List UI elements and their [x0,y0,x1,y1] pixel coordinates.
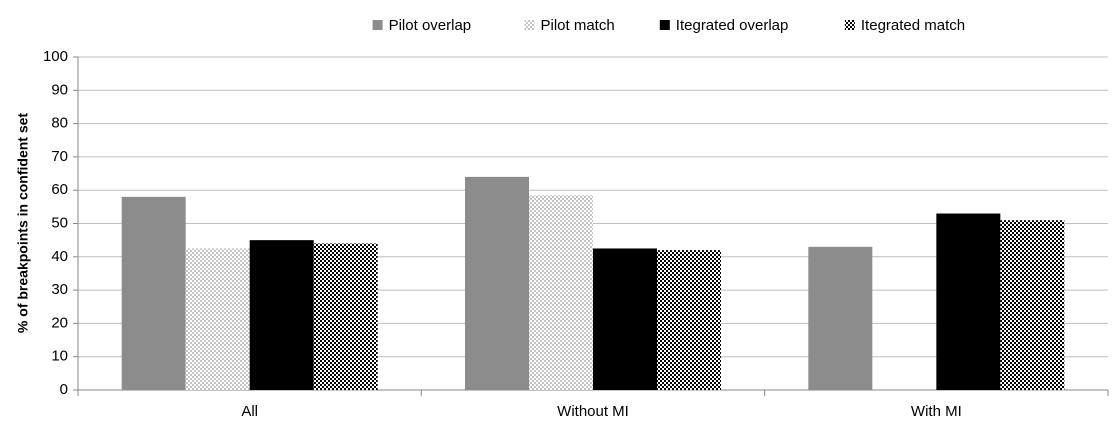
legend-swatch [844,20,855,30]
legend-swatch [372,20,383,30]
bar [465,176,529,390]
y-tick-label: 40 [51,248,68,265]
y-tick-label: 50 [51,214,68,231]
x-tick-label: All [241,403,258,420]
y-tick-label: 100 [43,48,68,65]
y-tick-label: 60 [51,181,68,198]
y-tick-label: 20 [51,314,68,331]
legend-swatch [659,20,670,30]
x-tick-label: Without MI [557,403,629,420]
legend-label: Pilot overlap [389,17,472,34]
x-tick-label: With MI [911,403,962,420]
y-tick-label: 80 [51,115,68,132]
bar [936,213,1001,390]
bar [249,240,314,390]
bar [657,250,721,390]
bar [808,246,873,390]
legend-label: Pilot match [541,17,615,34]
bar [1000,220,1065,390]
y-axis-label: % of breakpoints in confident set [15,113,31,333]
legend-label: Itegrated overlap [676,17,789,34]
bar [593,248,657,390]
y-tick-label: 30 [51,281,68,298]
y-tick-label: 90 [51,81,68,98]
y-tick-label: 10 [51,348,68,365]
legend-label: Itegrated match [861,17,965,34]
y-tick-label: 70 [51,148,68,165]
y-tick-label: 0 [60,381,68,398]
bar [529,195,593,390]
bar [313,243,378,390]
bar [121,196,186,390]
legend-swatch [524,20,535,30]
bar [185,248,250,390]
